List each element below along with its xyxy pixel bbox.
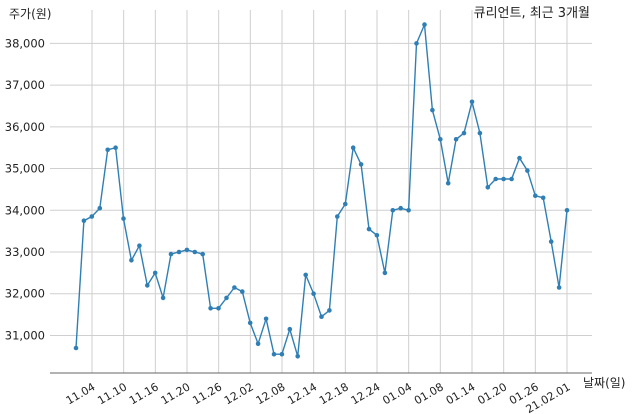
data-point xyxy=(160,295,166,301)
x-tick-label: 01.14 xyxy=(444,380,478,407)
y-tick-label: 31,000 xyxy=(5,328,45,342)
data-point xyxy=(224,295,229,301)
data-point xyxy=(176,249,182,255)
data-point xyxy=(129,258,134,263)
data-point xyxy=(398,205,404,211)
y-tick-label: 36,000 xyxy=(5,120,45,134)
data-point xyxy=(200,251,205,257)
y-tick-label: 38,000 xyxy=(5,36,45,50)
data-point xyxy=(422,22,427,27)
x-tick-label: 11.10 xyxy=(95,380,129,407)
data-point xyxy=(343,201,348,207)
data-point xyxy=(240,289,245,294)
x-tick-label: 01.04 xyxy=(380,380,414,407)
data-point xyxy=(319,314,324,320)
data-point xyxy=(366,226,372,232)
data-point xyxy=(453,137,459,142)
data-point xyxy=(295,354,301,359)
price-line xyxy=(75,24,568,357)
data-point xyxy=(501,176,506,182)
data-point xyxy=(509,176,514,182)
x-tick-label: 01.08 xyxy=(412,380,446,407)
data-point xyxy=(89,214,95,219)
data-point xyxy=(271,351,277,357)
data-point xyxy=(192,249,198,255)
grid-lines xyxy=(50,10,592,373)
y-tick-label: 34,000 xyxy=(5,203,45,217)
data-points xyxy=(73,22,570,359)
data-point xyxy=(540,195,546,201)
data-point xyxy=(445,180,451,186)
y-axis-label: 주가(원) xyxy=(9,7,51,21)
data-point xyxy=(232,285,237,290)
y-tick-label: 33,000 xyxy=(5,245,45,259)
data-point xyxy=(517,155,522,161)
data-point xyxy=(358,162,364,167)
data-point xyxy=(73,345,79,351)
data-point xyxy=(374,233,380,238)
data-point xyxy=(406,208,411,213)
data-point xyxy=(105,147,110,153)
x-tick-label: 11.20 xyxy=(159,380,193,407)
data-point xyxy=(152,270,158,276)
x-axis-label: 날짜(일) xyxy=(583,376,625,390)
data-point xyxy=(390,208,396,213)
x-tick-labels: 11.0411.1011.1611.2011.2612.0212.0812.14… xyxy=(64,380,573,414)
data-point xyxy=(81,218,87,223)
y-tick-label: 35,000 xyxy=(5,162,45,176)
data-point xyxy=(97,205,103,211)
data-point xyxy=(382,270,388,276)
data-point xyxy=(145,283,150,288)
data-point xyxy=(287,326,293,332)
data-point xyxy=(461,130,467,136)
data-point xyxy=(311,291,316,297)
data-point xyxy=(168,251,174,257)
data-point xyxy=(263,316,269,322)
x-tick-label: 11.26 xyxy=(190,380,224,407)
data-point xyxy=(556,285,562,290)
data-point xyxy=(548,239,554,244)
data-point xyxy=(477,130,483,136)
data-point xyxy=(335,214,340,219)
x-tick-label: 01.20 xyxy=(475,380,509,407)
x-tick-label: 12.08 xyxy=(254,380,288,407)
y-tick-label: 32,000 xyxy=(5,287,45,301)
data-point xyxy=(255,341,261,347)
data-point xyxy=(350,145,356,150)
data-point xyxy=(327,308,332,313)
x-tick-label: 11.16 xyxy=(127,380,161,407)
data-point xyxy=(430,107,435,113)
data-point xyxy=(438,137,443,142)
x-tick-label: 12.24 xyxy=(349,380,383,407)
data-point xyxy=(121,216,126,221)
y-tick-label: 37,000 xyxy=(5,78,45,92)
data-point xyxy=(247,320,253,326)
data-point xyxy=(184,247,190,253)
data-point xyxy=(216,306,221,311)
data-point xyxy=(533,193,538,198)
data-point xyxy=(564,208,570,213)
data-point xyxy=(137,243,142,248)
data-point xyxy=(485,185,491,190)
data-point xyxy=(414,41,419,46)
y-tick-labels: 31,000 32,000 33,000 34,000 35,000 36,000 37,0… xyxy=(5,36,45,342)
data-point xyxy=(525,168,530,173)
data-point xyxy=(303,272,309,278)
data-point xyxy=(208,306,213,311)
x-tick-label: 12.18 xyxy=(317,380,351,407)
x-tick-label: 12.02 xyxy=(222,380,256,407)
data-point xyxy=(279,351,285,357)
x-tick-label: 12.14 xyxy=(285,380,319,407)
data-point xyxy=(469,99,475,105)
data-point xyxy=(113,145,118,150)
x-tick-label: 11.04 xyxy=(64,380,98,407)
data-point xyxy=(493,176,499,182)
chart-title: 큐리언트, 최근 3개월 xyxy=(474,6,590,21)
